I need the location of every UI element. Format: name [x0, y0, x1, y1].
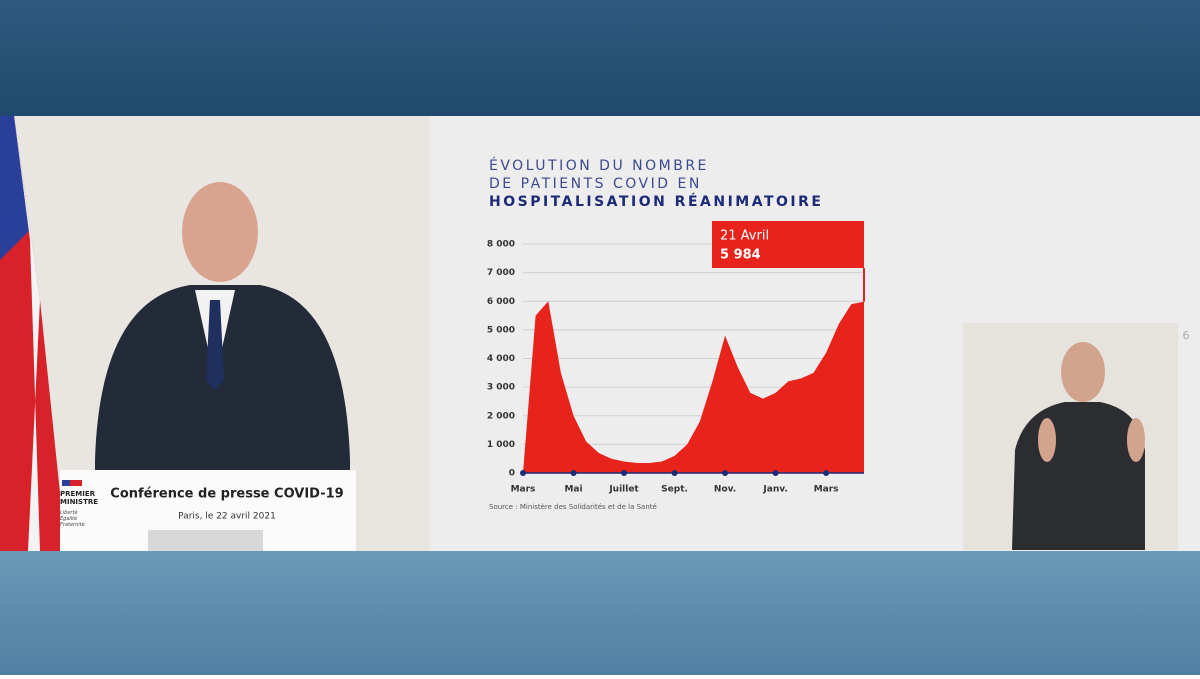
page-number: 6: [1183, 329, 1190, 342]
x-tick-dot: [570, 470, 577, 476]
signer-hand: [1038, 418, 1056, 462]
source: Source : Ministère des Solidarités et de…: [489, 503, 657, 511]
x-tick-dot: [823, 470, 830, 476]
x-tick-label: Juillet: [608, 485, 639, 495]
flag-white: [14, 116, 40, 551]
y-tick-label: 3 000: [487, 383, 515, 393]
text-line: MINISTRE: [60, 498, 98, 506]
x-tick-dot: [621, 470, 628, 476]
x-tick-dot: [722, 470, 729, 476]
y-tick-label: 4 000: [487, 354, 515, 364]
annotation-box: [712, 221, 864, 268]
x-tick-dot: [671, 470, 678, 476]
text-line: Fraternité: [60, 521, 85, 528]
logo-flag: [62, 480, 76, 486]
logo-flag-red: [70, 480, 82, 486]
area: [523, 301, 864, 473]
y-tick-label: 2 000: [487, 411, 515, 421]
x-tick-dot: [772, 470, 779, 476]
y-tick-label: 0: [509, 469, 515, 479]
x-tick-label: Nov.: [714, 485, 736, 495]
y-tick-label: 7 000: [487, 268, 515, 278]
signer-head: [1061, 342, 1105, 402]
flag-blue: [0, 116, 30, 260]
y-tick-label: 6 000: [487, 297, 515, 307]
x-tick-label: Mars: [511, 485, 536, 495]
x-tick-label: Sept.: [661, 485, 688, 495]
annotation-date: 21 Avril: [720, 229, 769, 244]
x-tick-label: Mars: [814, 485, 839, 495]
logo-name: PREMIER MINISTRE: [60, 490, 98, 506]
signer-body: [1012, 402, 1145, 550]
y-tick-label: 1 000: [487, 440, 515, 450]
background-bottom: [0, 551, 1200, 675]
background-top: [0, 0, 1200, 116]
chart-title: ÉVOLUTION DU NOMBRE: [489, 157, 709, 174]
chart-title: HOSPITALISATION RÉANIMATOIRE: [489, 193, 823, 210]
y-tick-label: 8 000: [487, 240, 515, 250]
speaker-head: [182, 182, 258, 282]
y-tick-label: 5 000: [487, 325, 515, 335]
x-tick-label: Janv.: [762, 485, 787, 495]
signer-hand: [1127, 418, 1145, 462]
x-tick-dot: [520, 470, 526, 476]
podium-title: Conférence de presse COVID-19: [110, 487, 343, 502]
text-line: Liberté: [60, 509, 78, 516]
chart: ÉVOLUTION DU NOMBRE DE PATIENTS COVID ENH…: [487, 157, 865, 511]
podium-subtitle: Paris, le 22 avril 2021: [178, 512, 276, 522]
text-line: PREMIER: [60, 490, 96, 498]
annotation-value: 5 984: [720, 248, 761, 263]
chart-title: DE PATIENTS COVID EN: [489, 176, 702, 192]
tie: [206, 300, 224, 390]
podium-stand: [148, 530, 263, 551]
x-tick-label: Mai: [564, 485, 582, 495]
logo-motto: Liberté Égalité Fraternité: [60, 509, 85, 528]
text-line: Égalité: [60, 514, 77, 522]
